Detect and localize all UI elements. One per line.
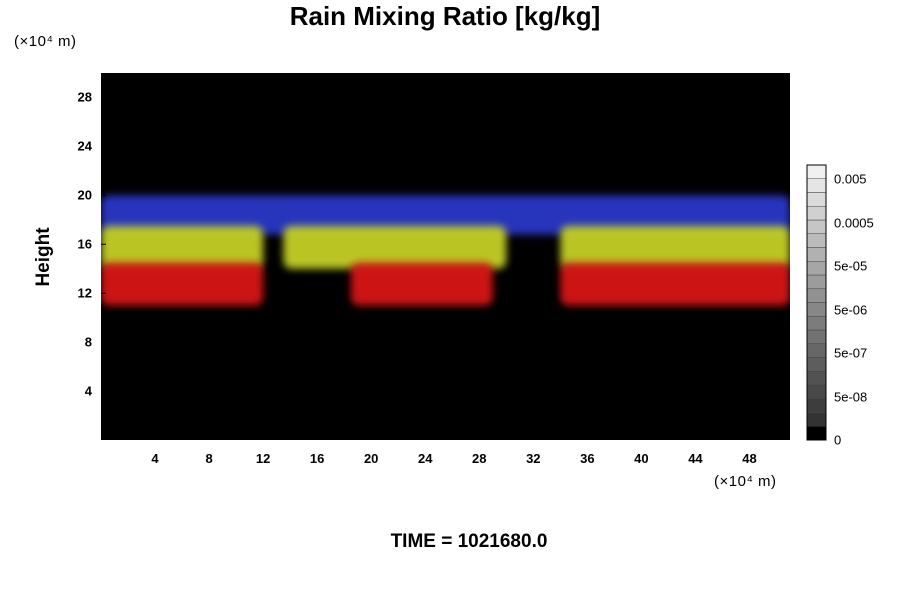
colorbar-segment (806, 426, 827, 441)
chart-title: Rain Mixing Ratio [kg/kg] (289, 1, 601, 31)
colorbar-tick-label: 5e-05 (834, 258, 868, 274)
colorbar-tick-label: 0.0005 (834, 215, 874, 230)
x-tick-label: 24 (418, 451, 433, 466)
field-band-segment (560, 225, 790, 269)
plot-area (101, 73, 790, 440)
colorbar-segment (806, 219, 827, 234)
colorbar-frame (806, 164, 827, 441)
field-band (101, 225, 790, 269)
x-tick-label: 4 (151, 451, 159, 466)
colorbar-tick-label: 0.005 (834, 171, 867, 187)
colorbar-segment (806, 233, 827, 248)
field-band-segment (283, 225, 507, 269)
y-tick-label: 4 (84, 383, 92, 399)
colorbar-segment (806, 316, 827, 331)
y-tick-label: 24 (77, 138, 92, 154)
y-tick-label: 20 (77, 187, 92, 203)
x-tick-label: 28 (472, 451, 487, 466)
colorbar-segment (806, 302, 827, 317)
x-tick-label: 16 (309, 451, 325, 466)
colorbar-segment (806, 329, 827, 344)
y-tick-label: 16 (77, 236, 92, 252)
colorbar-tick-label: 5e-06 (834, 302, 868, 317)
field-band-segment (350, 262, 493, 306)
colorbar-segment (806, 261, 827, 276)
x-tick-label: 48 (742, 451, 757, 466)
field-band-segment (101, 225, 264, 269)
field-band-segment (101, 262, 264, 306)
colorbar-segment (806, 384, 827, 399)
colorbar-tick-label: 0 (834, 432, 842, 448)
colorbar-segment (806, 247, 827, 262)
x-axis-unit-label: (×10⁴ m) (714, 473, 777, 490)
colorbar-segment (806, 206, 827, 221)
field-band (101, 262, 790, 306)
x-tick-label: 32 (526, 451, 541, 466)
x-tick-label: 20 (363, 451, 379, 466)
axes (101, 96, 750, 440)
colorbar-segment (806, 357, 827, 372)
colorbar-segment (806, 371, 827, 386)
colorbar-segment (806, 192, 827, 207)
colorbar-tick-label: 5e-08 (834, 389, 868, 404)
x-tick-label: 12 (255, 451, 271, 466)
colorbar-tick-label: 5e-07 (834, 345, 868, 361)
colorbar (806, 164, 827, 441)
field-band-segment (560, 262, 790, 306)
y-tick-label: 28 (77, 89, 92, 105)
colorbar-segment (806, 343, 827, 358)
y-axis-unit-label: (×10⁴ m) (14, 33, 77, 50)
y-tick-label: 12 (77, 285, 92, 301)
colorbar-segment (806, 274, 827, 289)
x-tick-label: 36 (580, 451, 595, 466)
y-tick-label: 8 (84, 334, 92, 350)
x-tick-label: 8 (205, 451, 213, 466)
field-band-segment (101, 195, 790, 235)
colorbar-segment (806, 412, 827, 427)
rain-field (101, 195, 790, 306)
time-label: TIME = 1021680.0 (390, 531, 548, 552)
colorbar-segment (806, 164, 827, 179)
x-tick-label: 40 (634, 451, 649, 466)
colorbar-segment (806, 178, 827, 193)
colorbar-segment (806, 288, 827, 303)
field-band (101, 195, 790, 235)
x-tick-label: 44 (688, 451, 703, 466)
colorbar-segment (806, 398, 827, 413)
